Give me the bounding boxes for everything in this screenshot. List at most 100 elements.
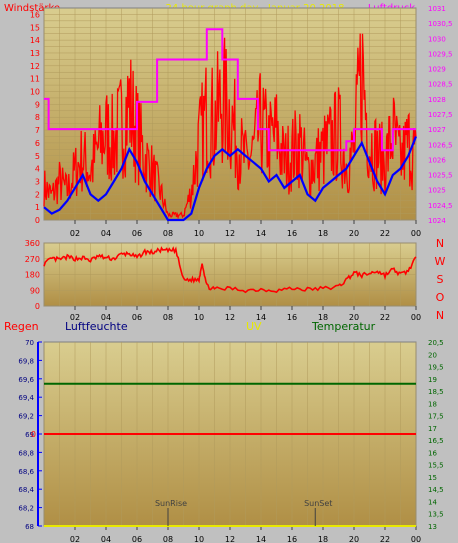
x-tick-label: 14 — [256, 313, 266, 322]
temperature-tick-label: 19 — [428, 376, 437, 384]
x-tick-label: 00 — [411, 535, 421, 543]
temperature-tick-label: 16 — [428, 449, 437, 457]
wind-tick-label: 0 — [35, 216, 40, 225]
wind-direction-line — [43, 246, 417, 294]
x-tick-label: 16 — [287, 313, 297, 322]
wind-tick-label: 1 — [35, 203, 40, 212]
wind-tick-label: 9 — [35, 100, 40, 109]
direction-tick-label: 90 — [30, 286, 40, 295]
wind-tick-label: 16 — [30, 10, 40, 19]
x-tick-label: 00 — [411, 313, 421, 322]
humidity-tick-label: 69 — [25, 431, 34, 439]
x-tick-label: 10 — [194, 313, 204, 322]
pressure-tick-label: 1030,5 — [428, 20, 453, 28]
x-tick-label: 12 — [225, 535, 235, 543]
label-rain: Regen — [4, 320, 39, 333]
x-tick-label: 10 — [194, 229, 204, 238]
pressure-tick-label: 1025,5 — [428, 172, 453, 180]
x-tick-label: 00 — [411, 229, 421, 238]
x-tick-label: 06 — [132, 535, 142, 543]
compass-label: N — [436, 237, 444, 250]
x-tick-label: 18 — [318, 313, 328, 322]
pressure-tick-label: 1024,5 — [428, 202, 453, 210]
pressure-tick-label: 1026 — [428, 156, 446, 164]
x-tick-label: 20 — [349, 313, 359, 322]
humidity-tick-label: 68,2 — [18, 505, 34, 513]
pressure-tick-label: 1026,5 — [428, 141, 453, 149]
header-wind-label: Windstärke — [4, 3, 60, 14]
compass-label: S — [437, 273, 444, 286]
x-tick-label: 18 — [318, 535, 328, 543]
humidity-tick-label: 69,6 — [18, 376, 34, 384]
climate-plot: 68 68,2 68,4 68,6 68,8 69 69,2 69,4 69,6 69,8 70 13… — [18, 339, 443, 543]
wind-tick-label: 2 — [35, 190, 40, 199]
pressure-tick-label: 1029,5 — [428, 50, 453, 58]
temperature-tick-label: 14,5 — [428, 486, 444, 494]
pressure-tick-label: 1024 — [428, 217, 446, 225]
humidity-tick-label: 68 — [25, 523, 34, 531]
temperature-tick-label: 15,5 — [428, 462, 444, 470]
sun-marker-label: SunRise — [155, 499, 187, 508]
x-tick-label: 22 — [380, 229, 390, 238]
humidity-tick-label: 70 — [25, 339, 34, 347]
pressure-tick-label: 1031 — [428, 5, 446, 13]
pressure-tick-label: 1027,5 — [428, 111, 453, 119]
x-tick-label: 18 — [318, 229, 328, 238]
wind-tick-label: 11 — [30, 75, 40, 84]
x-tick-label: 06 — [132, 229, 142, 238]
humidity-tick-label: 68,8 — [18, 449, 34, 457]
temperature-tick-label: 19,5 — [428, 364, 444, 372]
x-tick-label: 08 — [163, 229, 173, 238]
label-temperature: Temperatur — [311, 320, 376, 333]
x-tick-label: 12 — [225, 229, 235, 238]
x-tick-label: 02 — [70, 535, 80, 543]
humidity-tick-label: 69,8 — [18, 357, 34, 365]
x-tick-label: 02 — [70, 229, 80, 238]
humidity-tick-label: 68,6 — [18, 468, 34, 476]
x-tick-label: 04 — [101, 535, 111, 543]
wind-tick-label: 4 — [35, 165, 40, 174]
wind-tick-label: 10 — [30, 88, 40, 97]
sun-marker-label: SunSet — [304, 499, 332, 508]
x-tick-label: 22 — [380, 535, 390, 543]
label-uv: UV — [246, 320, 262, 333]
x-tick-label: 10 — [194, 535, 204, 543]
wind-pressure-plot: 01234567891011121314151610241024,5102510… — [30, 5, 453, 238]
x-tick-label: 20 — [349, 229, 359, 238]
x-tick-label: 02 — [70, 313, 80, 322]
wind-tick-label: 8 — [35, 113, 40, 122]
temperature-tick-label: 14 — [428, 498, 437, 506]
wind-tick-label: 5 — [35, 152, 40, 161]
compass-label: O — [436, 291, 445, 304]
direction-tick-label: 180 — [25, 271, 40, 280]
temperature-tick-label: 16,5 — [428, 437, 444, 445]
temperature-tick-label: 20,5 — [428, 339, 444, 347]
humidity-tick-label: 69,2 — [18, 413, 34, 421]
pressure-tick-label: 1030 — [428, 35, 446, 43]
temperature-tick-label: 20 — [428, 351, 437, 359]
x-tick-label: 08 — [163, 535, 173, 543]
compass-label: W — [435, 255, 446, 268]
temperature-tick-label: 17,5 — [428, 413, 444, 421]
wind-tick-label: 13 — [30, 49, 40, 58]
x-tick-label: 22 — [380, 313, 390, 322]
compass-label: N — [436, 309, 444, 322]
label-humidity: Luftfeuchte — [65, 320, 128, 333]
humidity-tick-label: 69,4 — [18, 394, 34, 402]
pressure-tick-label: 1025 — [428, 187, 446, 195]
temperature-tick-label: 13 — [428, 523, 437, 531]
temperature-tick-label: 17 — [428, 425, 437, 433]
x-tick-label: 16 — [287, 535, 297, 543]
humidity-tick-label: 68,4 — [18, 486, 34, 494]
x-tick-label: 12 — [225, 313, 235, 322]
direction-tick-label: 360 — [25, 239, 40, 248]
temperature-tick-label: 18,5 — [428, 388, 444, 396]
pressure-tick-label: 1027 — [428, 126, 446, 134]
wind-average-line — [43, 136, 418, 222]
x-tick-label: 20 — [349, 535, 359, 543]
wind-tick-label: 15 — [30, 23, 40, 32]
temperature-tick-label: 18 — [428, 400, 437, 408]
rain-zero-label: 0 — [31, 430, 36, 439]
